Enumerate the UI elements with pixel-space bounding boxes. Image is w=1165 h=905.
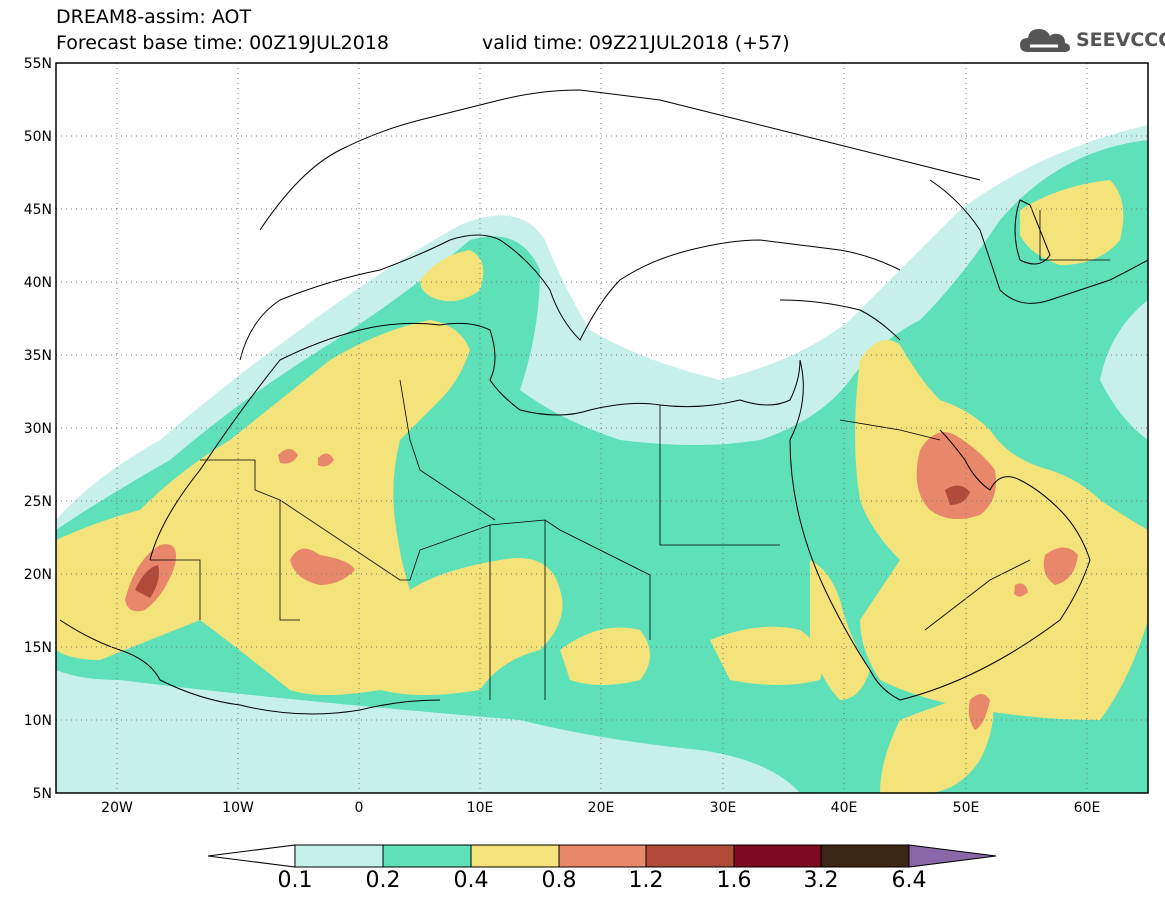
- colorbar-segment: [382, 844, 472, 868]
- lat-labels: 55N 50N 45N 40N 35N 30N 25N 20N 15N 10N …: [24, 56, 52, 802]
- aot-region-yellow-arabia: [855, 340, 1148, 720]
- colorbar-segment: [733, 844, 822, 868]
- lon-label: 10E: [467, 800, 494, 816]
- lon-label: 60E: [1074, 800, 1101, 816]
- logo-text: SEEVCCC: [1076, 29, 1165, 51]
- lon-label: 50E: [953, 800, 980, 816]
- grid-lines: [56, 63, 1148, 793]
- lat-label: 30N: [24, 421, 52, 437]
- colorbar-segment: [207, 844, 296, 868]
- lat-label: 55N: [24, 56, 52, 72]
- seevccc-logo: SEEVCCC: [1018, 24, 1165, 56]
- aot-region-orange-arabia: [916, 432, 996, 519]
- lon-label: 20E: [588, 800, 615, 816]
- aot-region-orange-oman: [1043, 547, 1078, 585]
- colorbar-label: 0.1: [277, 868, 313, 893]
- coastlines: [59, 89, 1148, 715]
- lon-label: 0: [355, 800, 364, 816]
- lat-label: 25N: [24, 494, 52, 510]
- lon-label: 40E: [831, 800, 858, 816]
- lat-label: 20N: [24, 567, 52, 583]
- valid-time: valid time: 09Z21JUL2018 (+57): [482, 32, 790, 54]
- colorbar-segment: [820, 844, 910, 868]
- colorbar-label: 6.4: [891, 868, 927, 893]
- aot-region-orange-c: [290, 548, 355, 585]
- colorbar-label: 0.8: [541, 868, 577, 893]
- lat-label: 10N: [24, 713, 52, 729]
- lat-label: 50N: [24, 129, 52, 145]
- map-title: DREAM8-assim: AOT: [56, 6, 252, 28]
- lon-label: 20W: [101, 800, 133, 816]
- cloud-icon: [1020, 29, 1070, 52]
- colorbar-segment: [908, 844, 997, 868]
- lon-labels: 20W 10W 0 10E 20E 30E 40E 50E 60E: [101, 800, 1100, 816]
- colorbar-label: 0.2: [365, 868, 401, 893]
- lon-label: 30E: [710, 800, 737, 816]
- aot-field: [56, 125, 1148, 793]
- colorbar-label: 3.2: [803, 868, 839, 893]
- lon-label: 10W: [222, 800, 254, 816]
- country-borders: [150, 210, 1110, 700]
- aot-region-yellow-med: [420, 250, 484, 302]
- lat-label: 5N: [33, 786, 52, 802]
- colorbar-label: 0.4: [453, 868, 489, 893]
- lat-label: 15N: [24, 640, 52, 656]
- lat-label: 35N: [24, 348, 52, 364]
- colorbar: [207, 844, 997, 868]
- colorbar-segment: [470, 844, 560, 868]
- colorbar-segment: [558, 844, 647, 868]
- colorbar-segment: [294, 844, 384, 868]
- map-frame: [55, 62, 1149, 794]
- aot-region-yellow-somalia: [880, 690, 994, 793]
- colorbar-label: 1.6: [716, 868, 752, 893]
- lat-label: 45N: [24, 202, 52, 218]
- colorbar-segment: [645, 844, 735, 868]
- aot-region-yellow-sahara: [56, 320, 563, 695]
- colorbar-label: 1.2: [628, 868, 664, 893]
- lat-label: 40N: [24, 275, 52, 291]
- aot-region-yellow-sudan: [560, 560, 870, 700]
- forecast-base-time: Forecast base time: 00Z19JUL2018: [56, 32, 389, 54]
